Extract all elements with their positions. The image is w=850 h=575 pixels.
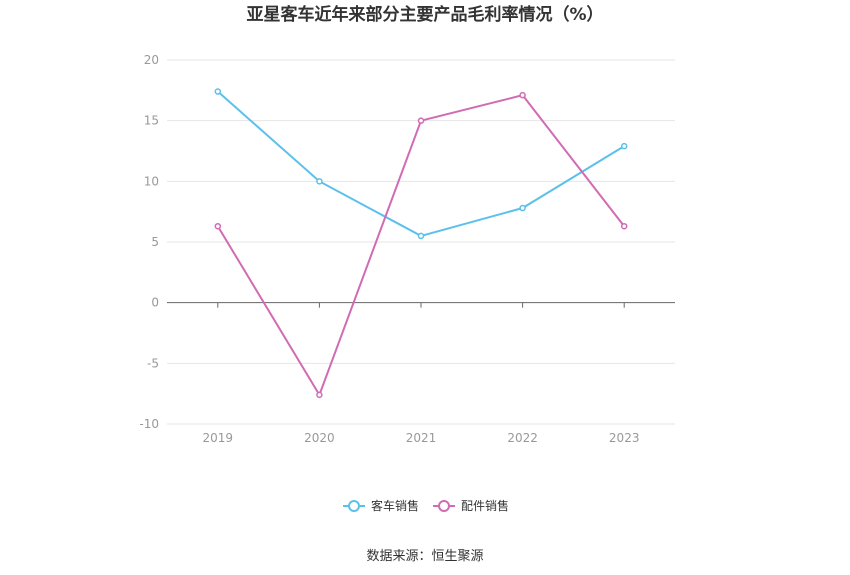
legend-marker-icon (348, 500, 360, 512)
x-tick-label: 2019 (203, 431, 234, 445)
x-tick-label: 2023 (609, 431, 640, 445)
x-axis: 2019 2020 2021 2022 2023 (167, 302, 675, 445)
data-point[interactable] (519, 204, 526, 212)
data-point[interactable] (417, 232, 425, 240)
legend-marker-icon (438, 500, 450, 512)
series-line (216, 94, 625, 398)
y-tick-label: 0 (151, 296, 159, 310)
data-point[interactable] (316, 391, 323, 399)
data-point[interactable] (316, 178, 323, 185)
data-point[interactable] (214, 222, 222, 230)
legend-label: 客车销售 (371, 498, 419, 513)
y-tick-label: 5 (151, 235, 159, 249)
data-point[interactable] (214, 88, 222, 95)
x-tick-label: 2020 (304, 431, 335, 445)
data-point[interactable] (417, 117, 425, 124)
data-point[interactable] (620, 142, 628, 150)
data-source: 数据来源：恒生聚源 (366, 549, 483, 564)
series-2 (214, 91, 628, 399)
y-axis-ticks: 20 15 10 5 0 -5 -10 (139, 53, 159, 431)
data-point[interactable] (519, 91, 526, 99)
series-group (214, 88, 628, 399)
legend-label: 配件销售 (461, 498, 509, 513)
y-tick-label: -5 (147, 356, 159, 370)
x-tick-label: 2021 (406, 431, 437, 445)
y-tick-label: 15 (144, 114, 159, 128)
series-1 (214, 88, 628, 240)
y-tick-label: 10 (144, 174, 159, 188)
data-point[interactable] (620, 222, 628, 230)
legend-item-2[interactable]: 配件销售 (433, 498, 509, 513)
y-tick-label: -10 (139, 417, 159, 431)
x-tick-label: 2022 (507, 431, 538, 445)
chart-title: 亚星客车近年来部分主要产品毛利率情况（%） (246, 4, 603, 25)
y-tick-label: 20 (144, 53, 159, 67)
legend[interactable]: 客车销售 配件销售 (343, 498, 509, 513)
legend-item-1[interactable]: 客车销售 (343, 498, 419, 513)
series-line (217, 90, 625, 238)
